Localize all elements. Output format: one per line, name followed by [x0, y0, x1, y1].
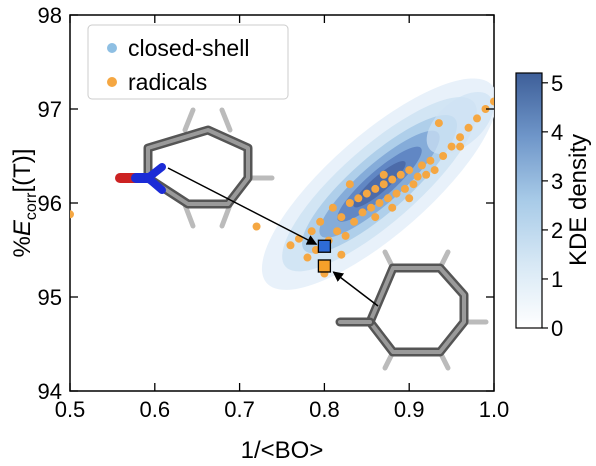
- radical-point-27: [400, 184, 409, 193]
- radical-point-40: [481, 105, 490, 113]
- y-axis-ticks: 94 95 96 97 98: [38, 3, 494, 404]
- arrow-to-n-oxide: [167, 167, 318, 245]
- pyridine-n-oxide-molecule-icon: [115, 107, 275, 229]
- radical-point-41: [490, 97, 494, 106]
- radical-point-18: [362, 189, 371, 198]
- radical-point-19: [367, 203, 376, 212]
- x-tick-label: 1.0: [479, 397, 510, 422]
- radical-point-48: [337, 250, 346, 259]
- radical-point-43: [456, 142, 465, 151]
- radical-point-4: [303, 253, 312, 262]
- radical-point-21: [375, 199, 384, 207]
- benzyl-radical-molecule-icon: [335, 249, 489, 371]
- x-axis-ticks: 0.5 0.6 0.7 0.8 0.9 1.0: [55, 15, 510, 422]
- radical-point-34: [430, 166, 439, 175]
- radical-point-2: [286, 241, 295, 250]
- radical-point-7: [316, 217, 325, 226]
- radical-point-5: [307, 227, 316, 236]
- radical-point-42: [434, 119, 443, 128]
- radical-point-25: [392, 189, 401, 198]
- radical-point-24: [388, 175, 397, 184]
- radical-point-14: [345, 199, 354, 207]
- colorbar-tick-label: 2: [551, 218, 563, 243]
- x-tick-label: 0.6: [140, 397, 171, 422]
- y-tick-label: 94: [38, 379, 62, 404]
- highlighted-points: [167, 167, 379, 307]
- radical-point-13: [341, 231, 350, 240]
- radical-point-37: [456, 133, 465, 142]
- radical-point-45: [379, 170, 388, 179]
- kde-tail: [426, 91, 494, 155]
- radical-point-28: [405, 166, 414, 175]
- radical-point-39: [473, 114, 482, 123]
- radical-point-44: [371, 213, 380, 222]
- legend-marker-closed-shell: [107, 43, 117, 53]
- radical-point-36: [447, 142, 456, 151]
- radical-point-22: [379, 180, 388, 189]
- legend-label-closed-shell: closed-shell: [128, 35, 249, 61]
- legend: closed-shell radicals: [87, 24, 289, 100]
- radical-point-0: [70, 210, 74, 219]
- radical-point-16: [354, 194, 363, 203]
- y-axis-label: %Ecorr[(T)]: [9, 149, 40, 258]
- legend-label-radicals: radicals: [128, 69, 207, 95]
- radical-point-11: [333, 227, 342, 236]
- radical-point-20: [371, 184, 380, 193]
- x-axis-label: 1/<BO>: [241, 437, 324, 464]
- colorbar-tick-label: 5: [551, 71, 563, 96]
- colorbar-ticks: 0 1 2 3 4 5: [542, 71, 563, 341]
- radical-point-47: [388, 203, 397, 212]
- radical-point-35: [439, 152, 448, 160]
- y-tick-label: 97: [38, 97, 62, 122]
- y-tick-label: 98: [38, 3, 62, 28]
- radical-point-12: [337, 213, 346, 222]
- radical-point-32: [422, 170, 431, 179]
- radical-point-46: [345, 180, 354, 189]
- x-tick-label: 0.9: [394, 397, 425, 422]
- radical-point-38: [464, 123, 473, 132]
- radical-point-17: [358, 208, 367, 217]
- colorbar-tick-label: 0: [551, 316, 563, 341]
- colorbar-tick-label: 3: [551, 169, 563, 194]
- radical-point-30: [413, 172, 422, 181]
- radical-point-49: [405, 194, 414, 203]
- colorbar-label: KDE density: [565, 134, 592, 266]
- radical-point-31: [417, 161, 426, 170]
- highlighted-point-1: [317, 259, 332, 273]
- radical-point-1: [252, 222, 261, 231]
- arrow-to-benzyl: [332, 271, 379, 307]
- colorbar-gradient: [515, 72, 543, 329]
- radical-point-15: [350, 217, 359, 226]
- y-tick-label: 96: [38, 191, 62, 216]
- legend-box: [87, 24, 289, 100]
- radical-point-33: [426, 156, 435, 165]
- highlighted-point-0: [317, 239, 332, 253]
- x-tick-label: 0.5: [55, 397, 86, 422]
- radical-point-26: [396, 170, 405, 179]
- radical-point-10: [328, 203, 337, 212]
- radical-point-23: [384, 194, 392, 203]
- x-tick-label: 0.8: [309, 397, 340, 422]
- colorbar-tick-label: 1: [551, 267, 563, 292]
- y-tick-label: 95: [38, 285, 62, 310]
- radical-point-29: [409, 180, 418, 189]
- x-tick-label: 0.7: [224, 397, 255, 422]
- colorbar: 0 1 2 3 4 5 KDE density: [515, 71, 592, 341]
- colorbar-tick-label: 4: [551, 120, 563, 145]
- legend-marker-radicals: [107, 77, 117, 87]
